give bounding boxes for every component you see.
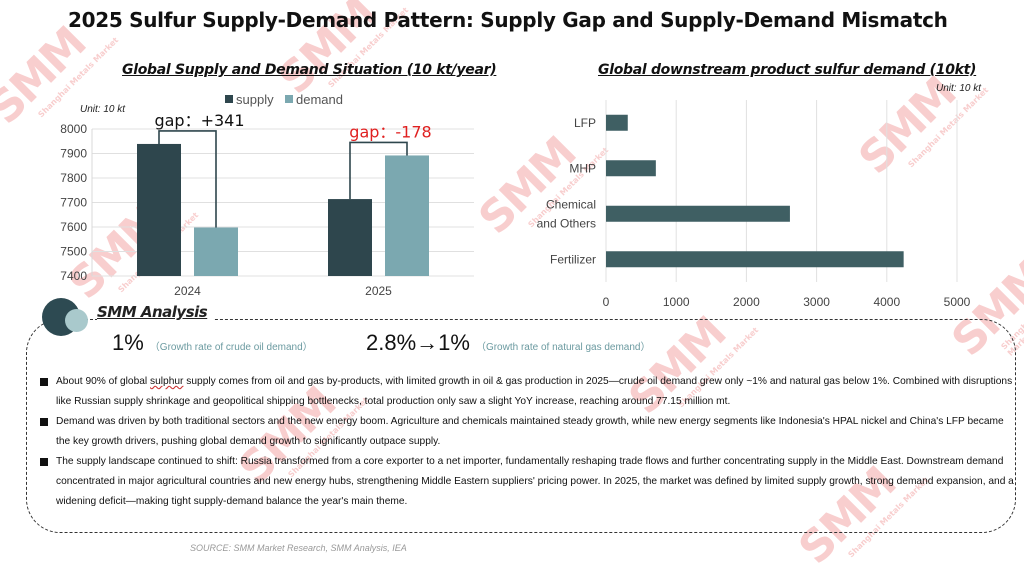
analysis-title: SMM Analysis [97,303,214,321]
page-title: 2025 Sulfur Supply-Demand Pattern: Suppl… [68,8,948,32]
y-tick-label: 8000 [60,122,87,136]
analysis-box [26,319,1016,533]
y-category-label: Fertilizer [550,252,596,266]
bullet-text: supply comes from oil and gas by-product… [56,376,1013,407]
bullet-text: Demand was driven by both traditional se… [56,416,1004,447]
y-tick-label: 7400 [60,269,87,283]
analysis-bullets: About 90% of global sulphur supply comes… [40,372,1015,512]
chart-title-downstream: Global downstream product sulfur demand … [598,62,977,78]
bullet-text: The supply landscape continued to shift:… [56,456,1014,507]
x-tick-label: 1000 [663,295,690,309]
y-tick-label: 7900 [60,147,87,161]
gap-bracket [158,130,217,228]
stat-value: 2.8%→1% [366,330,470,355]
x-tick-label: 2000 [733,295,760,309]
bullet-item: The supply landscape continued to shift:… [40,452,1015,512]
gap-annotation: gap：+341 [154,111,244,130]
y-category-label: and Others [537,216,596,230]
bar-lfp [606,114,628,131]
source-note: SOURCE: SMM Market Research, SMM Analysi… [190,543,407,553]
x-tick-label: 3000 [803,295,830,309]
y-tick-label: 7700 [60,196,87,210]
bar-supply-2024 [137,143,181,276]
gap-bracket [349,141,408,200]
bullet-item: Demand was driven by both traditional se… [40,412,1015,452]
analysis-circle-inner-icon [65,309,88,332]
legend-swatch [225,95,233,103]
bar-fertilizer [606,251,904,268]
y-category-label: LFP [574,116,596,130]
x-tick-label: 2025 [365,284,392,298]
x-tick-label: 4000 [873,295,900,309]
y-tick-label: 7800 [60,171,87,185]
bullet-square-icon [40,378,48,386]
bullet-text: About 90% of global [56,376,151,387]
y-category-label: MHP [569,161,596,175]
gap-annotation: gap：-178 [349,122,431,141]
bar-mhp [606,160,656,177]
stat-crude-oil: 1% （Growth rate of crude oil demand） [112,330,313,356]
stat-note: （Growth rate of natural gas demand） [475,342,651,353]
stat-value: 1% [112,330,144,355]
chart-title-supply-demand: Global Supply and Demand Situation (10 k… [122,62,497,78]
bullet-square-icon [40,458,48,466]
unit-label-right: Unit: 10 kt [936,83,982,94]
bullet-item: About 90% of global sulphur supply comes… [40,372,1015,412]
unit-label-left: Unit: 10 kt [80,104,126,115]
y-tick-label: 7500 [60,245,87,259]
y-category-label: Chemical [546,197,596,211]
x-tick-label: 2024 [174,284,201,298]
bullet-square-icon [40,418,48,426]
y-tick-label: 7600 [60,220,87,234]
charts-canvas: 7400 7500 7600 7700 7800 7900 8000 2024 gap：+341… [60,92,971,309]
bar-supply-2025 [328,199,372,276]
bar-chemical-and-others [606,205,790,222]
stat-natural-gas: 2.8%→1% （Growth rate of natural gas deman… [366,330,650,356]
bar-demand-2025 [385,155,429,276]
x-tick-label: 0 [603,295,610,309]
legend-label: demand [296,92,343,107]
stat-note: （Growth rate of crude oil demand） [149,342,313,353]
x-tick-label: 5000 [944,295,971,309]
legend-swatch [285,95,293,103]
bar-demand-2024 [194,227,238,276]
legend-label: supply [236,92,274,107]
bullet-text-underlined: sulphur [150,376,184,387]
